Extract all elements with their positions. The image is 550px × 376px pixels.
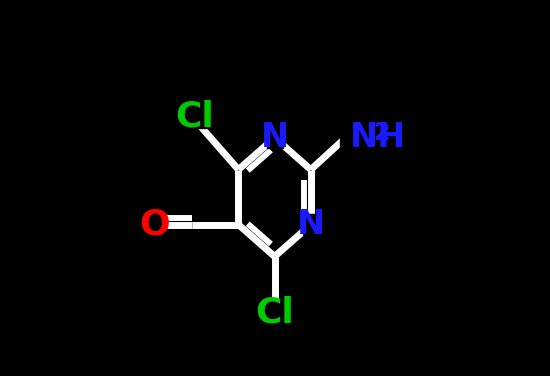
Text: NH: NH <box>350 121 406 154</box>
Text: 2: 2 <box>373 121 389 146</box>
Text: O: O <box>140 208 170 242</box>
Bar <box>267 127 283 148</box>
Text: 2: 2 <box>373 121 389 146</box>
Text: N: N <box>297 208 325 241</box>
Bar <box>368 126 377 141</box>
Bar <box>182 105 208 127</box>
Text: Cl: Cl <box>255 296 294 330</box>
Text: Cl: Cl <box>175 99 215 133</box>
Bar <box>303 214 319 235</box>
Bar <box>340 127 360 148</box>
Bar <box>262 301 288 324</box>
Text: N: N <box>261 121 289 154</box>
Bar <box>147 214 163 235</box>
